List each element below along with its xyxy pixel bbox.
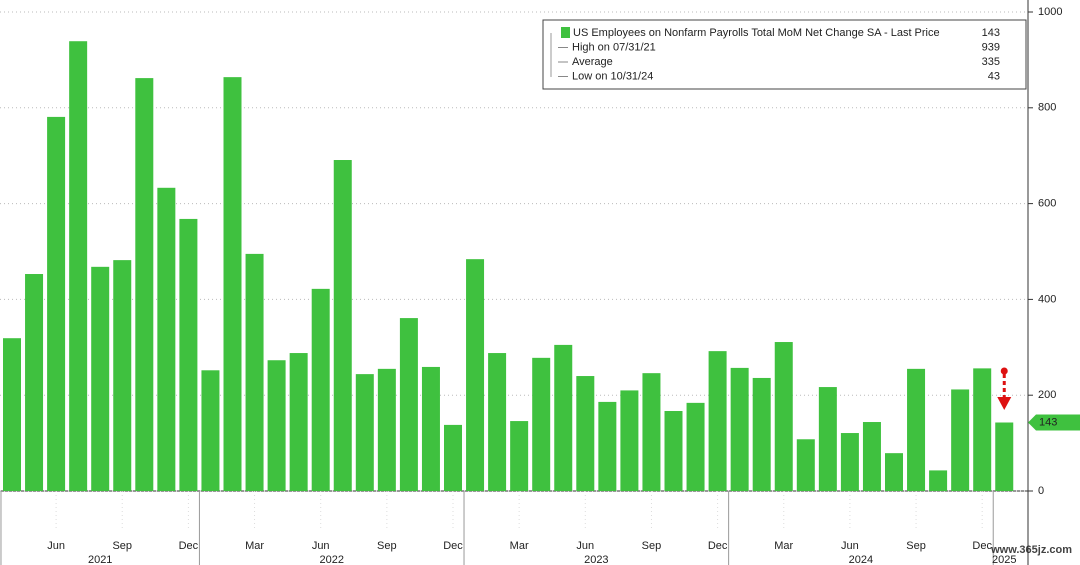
bar xyxy=(862,422,881,491)
bar xyxy=(752,377,771,491)
bar xyxy=(620,390,639,491)
bar xyxy=(201,370,220,491)
legend-label: Low on 10/31/24 xyxy=(572,70,653,82)
bar xyxy=(907,368,926,491)
bar xyxy=(399,318,418,491)
bar xyxy=(47,116,66,491)
bar xyxy=(929,470,948,491)
x-tick-label: Sep xyxy=(906,540,926,552)
year-label: 2025 xyxy=(992,554,1016,565)
legend-value: 335 xyxy=(982,56,1000,68)
x-tick-label: Mar xyxy=(774,540,793,552)
bar xyxy=(223,77,242,492)
bar xyxy=(796,439,815,491)
last-price-tag xyxy=(1028,414,1080,431)
bar xyxy=(91,266,110,491)
bar xyxy=(576,376,595,491)
bar xyxy=(598,401,617,491)
bar xyxy=(267,360,286,491)
year-label: 2022 xyxy=(319,554,343,565)
x-tick-label: Dec xyxy=(708,540,728,552)
x-tick-label: Jun xyxy=(576,540,594,552)
bar xyxy=(885,453,903,491)
bar xyxy=(333,160,352,492)
year-label: 2023 xyxy=(584,554,608,565)
legend-value: 143 xyxy=(982,27,1000,39)
legend: US Employees on Nonfarm Payrolls Total M… xyxy=(542,19,1027,90)
bar xyxy=(488,353,507,491)
y-tick-label: 600 xyxy=(1038,198,1056,210)
year-label: 2024 xyxy=(849,554,873,565)
bar xyxy=(818,387,837,491)
bar xyxy=(421,366,440,491)
x-tick-label: Jun xyxy=(312,540,330,552)
bar xyxy=(245,253,264,491)
bar xyxy=(730,367,749,491)
y-tick-label: 0 xyxy=(1038,485,1044,497)
bar xyxy=(774,342,793,491)
x-tick-label: Sep xyxy=(112,540,132,552)
annotation-dot xyxy=(1000,367,1008,375)
bar xyxy=(25,274,44,491)
bar xyxy=(466,259,485,491)
legend-value: 43 xyxy=(988,70,1000,82)
legend-swatch xyxy=(561,27,570,38)
bar xyxy=(69,41,88,492)
bar xyxy=(311,288,330,491)
x-tick-label: Dec xyxy=(179,540,199,552)
annotation-arrowhead xyxy=(997,397,1012,410)
bar xyxy=(157,187,176,491)
x-tick-label: Mar xyxy=(245,540,264,552)
legend-label: US Employees on Nonfarm Payrolls Total M… xyxy=(573,27,940,39)
x-tick-label: Dec xyxy=(443,540,463,552)
last-price-label: 143 xyxy=(1039,416,1057,428)
year-label: 2021 xyxy=(88,554,112,565)
legend-box xyxy=(542,19,1027,90)
bar xyxy=(113,260,132,491)
bar xyxy=(444,424,462,491)
x-tick-label: Dec xyxy=(972,540,992,552)
x-tick-label: Sep xyxy=(642,540,662,552)
x-tick-label: Mar xyxy=(510,540,529,552)
legend-label: Average xyxy=(572,56,613,68)
bar xyxy=(554,344,573,491)
y-tick-label: 200 xyxy=(1038,389,1056,401)
bar xyxy=(642,373,661,491)
y-tick-label: 1000 xyxy=(1038,6,1062,18)
bar xyxy=(995,422,1014,491)
bar xyxy=(135,78,154,492)
y-tick-label: 400 xyxy=(1038,293,1056,305)
bar xyxy=(532,357,551,491)
bar xyxy=(377,368,396,491)
legend-label: High on 07/31/21 xyxy=(572,41,656,53)
legend-value: 939 xyxy=(982,41,1000,53)
bar xyxy=(686,402,705,491)
watermark: www.365jz.com xyxy=(990,544,1072,556)
bar xyxy=(510,421,529,491)
x-tick-label: Jun xyxy=(47,540,65,552)
bar xyxy=(664,411,683,491)
bar xyxy=(355,374,374,491)
bar xyxy=(973,368,992,491)
bar xyxy=(3,338,21,491)
bar xyxy=(708,351,727,491)
bar xyxy=(179,218,198,492)
bar xyxy=(840,433,859,491)
x-tick-label: Sep xyxy=(377,540,397,552)
y-tick-label: 800 xyxy=(1038,102,1056,114)
bar xyxy=(951,389,970,491)
x-tick-label: Jun xyxy=(841,540,859,552)
bar xyxy=(289,353,308,491)
